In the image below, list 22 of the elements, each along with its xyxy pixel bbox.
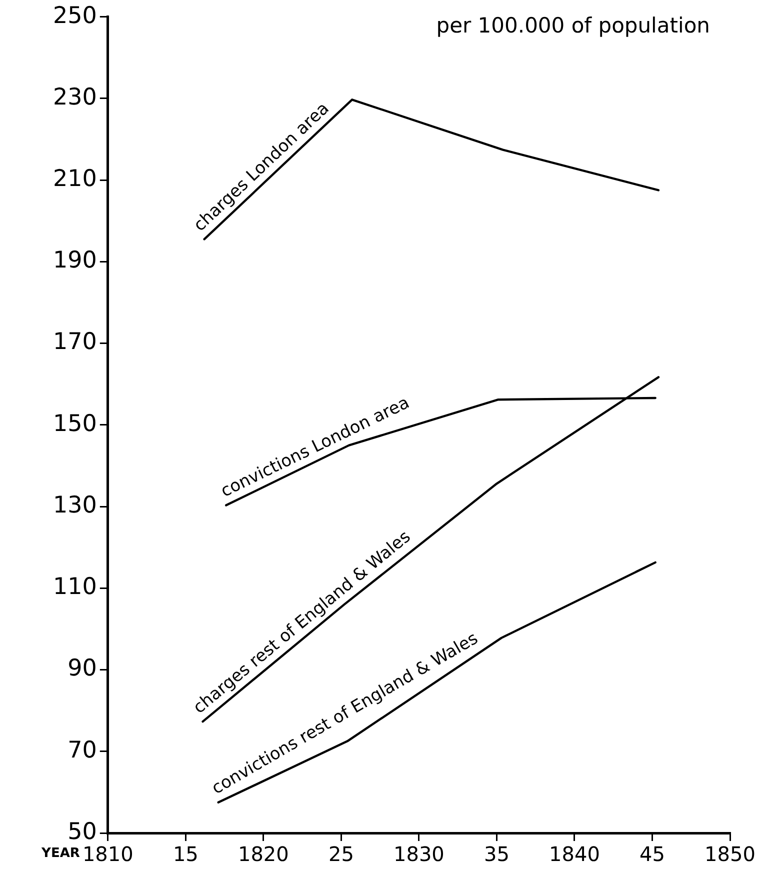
y-tick-label: 250 — [52, 2, 97, 29]
y-tick-label: 130 — [52, 492, 97, 518]
y-tick-label: 210 — [52, 166, 97, 192]
x-tick-label: 25 — [328, 842, 354, 866]
x-tick-label: 1840 — [549, 842, 600, 866]
x-tick-label: 1820 — [238, 842, 289, 866]
y-tick-label: 70 — [68, 737, 97, 764]
y-tick-label: 230 — [52, 84, 97, 110]
x-axis-title: YEAR — [40, 846, 80, 861]
x-tick-label: 1810 — [82, 842, 134, 866]
y-tick-label: 90 — [68, 656, 97, 682]
y-tick-label: 110 — [52, 574, 97, 600]
x-tick-label: 35 — [484, 842, 510, 866]
y-tick-label: 190 — [52, 248, 97, 274]
y-tick-label: 50 — [68, 818, 97, 845]
y-axis-title: per 100.000 of population — [436, 13, 710, 38]
x-tick-label: 1850 — [704, 842, 756, 866]
x-tick-label: 45 — [640, 842, 665, 866]
x-tick-label: 1830 — [393, 842, 444, 866]
y-tick-label: 150 — [52, 410, 97, 437]
y-tick-label: 170 — [52, 329, 97, 356]
x-tick-label: 15 — [172, 842, 198, 866]
